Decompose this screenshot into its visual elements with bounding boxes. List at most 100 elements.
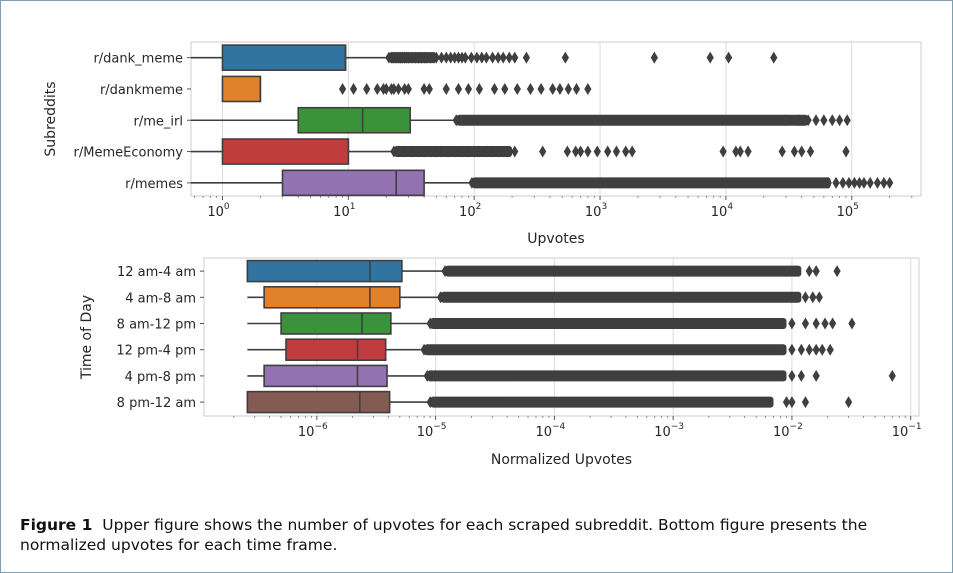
outlier-point [744, 145, 752, 158]
outlier-point [584, 82, 592, 95]
outlier-band [430, 318, 787, 329]
outlier-point [886, 176, 894, 189]
outlier-point [537, 82, 545, 95]
caption-text: Upper figure shows the number of upvotes… [20, 516, 868, 554]
iqr-box [246, 259, 403, 283]
x-tick-label: 10−6 [298, 422, 328, 440]
outlier-band [471, 177, 831, 189]
outlier-point [564, 82, 572, 95]
upvotes-chart: 100 101 102 103 104 105 Upvotes Subreddits r/dan… [43, 41, 922, 247]
outlier-point [482, 145, 490, 158]
category-label: r/dankmeme [100, 83, 183, 98]
outlier-point [490, 82, 499, 95]
category-label: 4 am-8 am [125, 291, 196, 306]
x-tick-label: 104 [711, 202, 734, 220]
outlier-point [494, 145, 502, 158]
outlier-point [511, 145, 519, 158]
outlier-point [612, 145, 621, 158]
figure-caption: Figure 1 Upper figure shows the number o… [20, 515, 935, 555]
outlier-point [572, 82, 581, 95]
category-label: r/MemeEconomy [74, 146, 184, 161]
iqr-box [280, 312, 392, 335]
outlier-point [494, 51, 502, 64]
outlier-point [770, 51, 778, 64]
outlier-point [526, 82, 535, 95]
outlier-point [401, 82, 409, 95]
x-axis-label: Upvotes [527, 231, 584, 247]
outlier-point [473, 51, 481, 64]
outlier-point [576, 145, 585, 158]
outlier-point [805, 343, 813, 356]
outlier-point [622, 145, 630, 158]
outlier-point [866, 176, 874, 189]
outlier-point [390, 145, 398, 158]
outlier-point [513, 82, 521, 95]
outlier-point [824, 176, 832, 189]
x-tick-label: 10−4 [535, 422, 565, 440]
outlier-point [812, 317, 820, 330]
iqr-box [285, 338, 387, 361]
outlier-point [818, 343, 826, 356]
iqr-box [263, 364, 388, 388]
outlier-point [563, 145, 571, 158]
caption-label: Figure 1 [20, 516, 93, 534]
outlier-point [584, 145, 592, 158]
outlier-point [788, 317, 796, 330]
outlier-point [441, 265, 449, 278]
box-r-dank-meme: r/dank_meme [93, 44, 778, 71]
outlier-point [782, 396, 791, 409]
outlier-point [408, 145, 416, 158]
outlier-point [447, 51, 455, 64]
outlier-point [432, 145, 440, 158]
outlier-point [782, 114, 790, 127]
box-r-dankmeme: r/dankmeme [100, 75, 592, 103]
outlier-point [604, 145, 612, 158]
outlier-point [850, 176, 859, 189]
outlier-point [420, 343, 428, 356]
outlier-point [724, 51, 733, 64]
y-axis-label: Subreddits [43, 81, 59, 156]
box-8-pm-12-am: 8 pm-12 am [117, 390, 853, 414]
outlier-point [467, 51, 475, 64]
outlier-point [394, 145, 403, 158]
outlier-point [423, 51, 431, 64]
box-4-pm-8-pm: 4 pm-8 pm [125, 364, 896, 388]
outlier-point [706, 51, 714, 64]
outlier-band [440, 291, 802, 303]
outlier-point [801, 396, 810, 409]
outlier-point [809, 291, 817, 304]
outlier-point [373, 82, 381, 95]
outlier-point [805, 265, 813, 278]
x-tick-label: 105 [837, 202, 859, 220]
box-r-memes: r/memes [125, 169, 894, 197]
outlier-point [464, 145, 473, 158]
outlier-point [736, 145, 744, 158]
outlier-point [812, 114, 820, 127]
outlier-point [812, 369, 820, 382]
iqr-box [246, 390, 391, 414]
outlier-point [821, 317, 829, 330]
outlier-point [363, 82, 371, 95]
outlier-point [844, 396, 853, 409]
iqr-box [263, 286, 401, 309]
outlier-point [801, 317, 810, 330]
outlier-point [732, 145, 740, 158]
outlier-point [420, 145, 428, 158]
outlier-point [790, 145, 798, 158]
outlier-point [778, 145, 786, 158]
outlier-point [719, 145, 727, 158]
outlier-point [826, 343, 834, 356]
iqr-box [221, 138, 350, 165]
x-tick-label: 101 [333, 202, 355, 220]
outlier-point [888, 369, 896, 382]
outlier-point [880, 176, 888, 189]
iqr-box [297, 106, 411, 134]
outlier-point [593, 145, 601, 158]
outlier-point [505, 51, 513, 64]
outlier-point [390, 82, 398, 95]
box-8-am-12-pm: 8 am-12 pm [117, 312, 856, 335]
outlier-point [797, 369, 805, 382]
x-tick-label: 102 [459, 202, 481, 220]
outlier-point [436, 291, 445, 304]
outlier-point [444, 145, 452, 158]
